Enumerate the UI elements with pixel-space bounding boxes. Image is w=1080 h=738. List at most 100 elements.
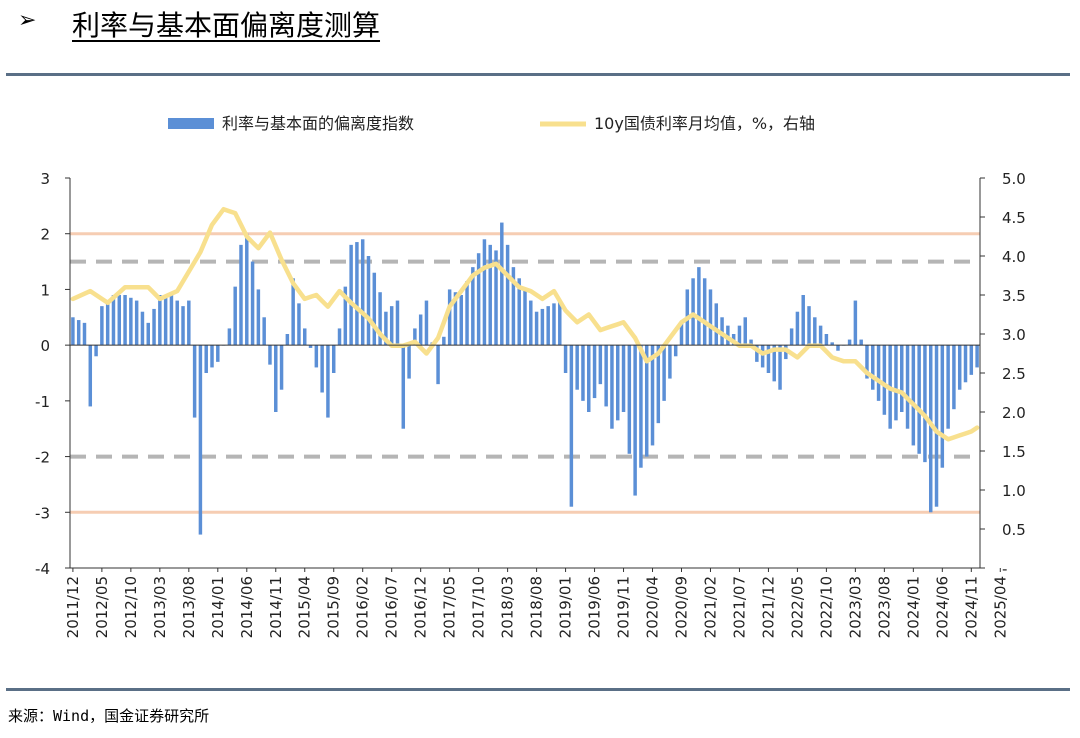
x-tick-label: 2016/07	[383, 576, 401, 638]
bar	[847, 339, 852, 346]
bar	[192, 345, 197, 418]
bar	[418, 314, 423, 346]
x-tick-label: 2017/10	[470, 576, 488, 638]
bar	[523, 289, 527, 346]
bar	[262, 317, 266, 346]
bar	[274, 345, 278, 412]
bar	[105, 300, 110, 346]
bar	[644, 345, 649, 457]
x-tick-label: 2020/04	[644, 576, 662, 638]
bar	[529, 300, 533, 346]
bar	[778, 345, 782, 390]
x-tick-label: 2024/11	[962, 576, 980, 638]
bar	[256, 289, 261, 346]
bar	[500, 222, 504, 346]
bar	[239, 244, 243, 346]
bar	[673, 345, 678, 357]
bar	[882, 345, 887, 415]
bar	[71, 317, 75, 346]
bar	[546, 306, 550, 346]
bar	[853, 300, 858, 346]
bar	[662, 345, 666, 401]
bar	[314, 345, 319, 368]
bar	[331, 345, 336, 373]
x-tick-label: 2019/06	[586, 576, 604, 638]
bar	[360, 239, 365, 346]
page-title: 利率与基本面偏离度测算	[72, 9, 381, 42]
x-tick-label: 2012/10	[122, 576, 140, 638]
bar	[378, 292, 382, 346]
x-tick-label: 2014/01	[209, 576, 227, 638]
bar	[401, 345, 406, 429]
bar	[447, 289, 452, 346]
bar	[720, 317, 724, 346]
right-tick-label: 5.0	[1002, 170, 1026, 188]
right-tick-label: 2.0	[1002, 404, 1026, 422]
arrow-bullet-icon: ➢	[18, 8, 37, 33]
bar	[372, 272, 377, 346]
bar	[836, 345, 840, 351]
bar	[476, 253, 481, 346]
bar	[384, 311, 388, 346]
right-tick-label: 3.5	[1002, 287, 1026, 305]
bar	[737, 325, 742, 346]
x-tick-label: 2021/02	[702, 576, 720, 638]
legend: 利率与基本面的偏离度指数 10y国债利率月均值，%，右轴	[168, 114, 815, 133]
bar	[181, 306, 185, 346]
bar	[569, 345, 574, 507]
bar	[894, 345, 898, 421]
source-note: 来源：Wind，国金证券研究所	[8, 707, 210, 725]
bar	[129, 297, 133, 346]
bar	[575, 345, 579, 390]
top-divider	[6, 73, 1070, 76]
bar	[604, 345, 608, 407]
bar	[592, 345, 597, 399]
bar	[175, 300, 179, 346]
right-tick-label: 1.0	[1002, 482, 1026, 500]
bar	[627, 345, 632, 454]
bar	[743, 317, 747, 346]
bar	[859, 339, 863, 346]
bar	[691, 278, 695, 346]
x-tick-label: 2013/08	[180, 576, 198, 638]
x-tick-label: 2019/01	[557, 576, 575, 638]
left-tick-label: 2	[40, 226, 50, 244]
bar	[279, 345, 284, 390]
bar	[297, 303, 301, 346]
bar	[708, 289, 713, 346]
left-tick-label: 0	[40, 337, 50, 355]
left-tick-label: -2	[35, 449, 50, 467]
bar	[940, 345, 945, 468]
bar	[656, 345, 661, 424]
bar	[789, 328, 794, 346]
bar	[459, 295, 463, 346]
right-tick-label: 4.0	[1002, 248, 1026, 266]
bar	[82, 322, 87, 346]
bar-series	[71, 222, 979, 535]
bar	[650, 345, 655, 446]
right-tick-label: 0.5	[1002, 521, 1026, 539]
bar	[245, 233, 249, 346]
bar	[343, 286, 348, 346]
bar	[975, 345, 979, 368]
bar	[494, 250, 498, 346]
x-axis-ticks: 2011/12 2012/05 2012/10 2013/03 2013/08 2014/…	[64, 568, 1009, 638]
bar	[616, 345, 620, 421]
bar	[76, 320, 81, 346]
x-tick-label: 2016/12	[412, 576, 430, 638]
bar	[436, 345, 440, 385]
bar	[755, 345, 759, 362]
bar	[250, 261, 255, 346]
legend-bar-swatch	[168, 118, 214, 129]
bar	[210, 345, 214, 368]
bar	[146, 322, 150, 346]
bar	[395, 300, 400, 346]
left-tick-label: 3	[40, 170, 50, 188]
bar	[923, 345, 927, 463]
left-y-axis-ticks: 3 2 1 0 -1 -2 -3 -4	[35, 170, 70, 578]
bar	[934, 345, 939, 507]
x-tick-label: 2023/03	[846, 576, 864, 638]
bar	[337, 328, 342, 346]
bar	[760, 345, 765, 368]
bar	[633, 345, 637, 496]
